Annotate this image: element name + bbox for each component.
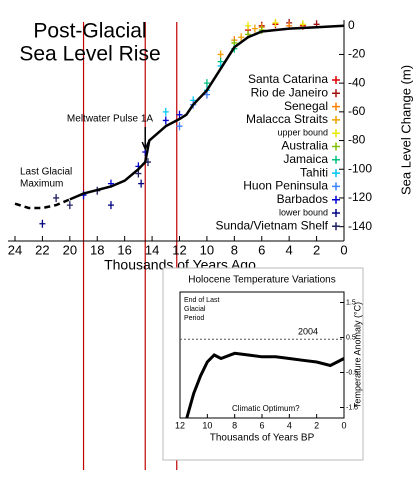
legend-marker: [332, 76, 340, 84]
y-tick-label: 0: [348, 18, 355, 32]
y-axis-label: Sea Level Change (m): [398, 65, 413, 195]
annotation: Climatic Optimum?: [232, 404, 300, 413]
x-tick-label: 10: [202, 420, 212, 430]
legend-marker: [332, 155, 340, 164]
data-point: [162, 107, 169, 116]
legend-marker: [332, 169, 340, 178]
legend-label: upper bound: [277, 128, 328, 138]
data-point: [238, 33, 245, 42]
data-point: [251, 24, 258, 33]
x-tick-label: 16: [117, 242, 131, 257]
data-point: [39, 219, 46, 228]
annotation: Meltwater Pulse 1A: [67, 114, 153, 125]
x-tick-label: 2: [314, 420, 319, 430]
legend-label: Rio de Janeiro: [251, 85, 329, 99]
x-tick-label: 6: [258, 242, 265, 257]
y-tick-label: -80: [348, 133, 366, 147]
data-point: [135, 169, 142, 178]
legend-label: Barbados: [277, 192, 328, 206]
annotation: 2004: [298, 327, 318, 337]
sea-level-curve: [69, 24, 345, 201]
legend-marker: [332, 195, 340, 204]
annotation: Maximum: [20, 179, 63, 190]
annotation: Last Glacial: [20, 167, 72, 178]
y-tick-label: -1.5: [346, 404, 358, 411]
x-tick-label: 24: [8, 242, 22, 257]
legend-marker: [332, 89, 340, 98]
chart-title: Post-Glacial: [33, 20, 146, 43]
data-point: [176, 122, 183, 131]
data-point: [272, 18, 279, 27]
arrow: [141, 127, 149, 151]
data-point: [245, 21, 252, 30]
legend-marker: [332, 102, 340, 111]
data-point: [66, 201, 73, 210]
annotation: End of Last: [184, 297, 219, 304]
x-tick-label: 8: [232, 420, 237, 430]
annotation: Glacial: [184, 306, 206, 313]
legend-label: Malacca Straits: [246, 112, 328, 126]
y-tick-label: -20: [348, 47, 366, 61]
legend-marker: [332, 142, 340, 151]
legend-label: lower bound: [279, 207, 328, 217]
data-point: [203, 79, 210, 88]
data-point: [217, 50, 224, 59]
data-point: [138, 179, 145, 188]
legend-marker: [332, 209, 340, 217]
y-tick-label: -120: [348, 190, 372, 204]
x-tick-label: 0: [341, 420, 346, 430]
legend-label: Sunda/Vietnam Shelf: [215, 218, 328, 232]
x-tick-label: 10: [200, 242, 214, 257]
annotation: Period: [184, 315, 204, 322]
chart-title: Sea Level Rise: [19, 43, 160, 66]
x-tick-label: 0: [340, 242, 347, 257]
temperature-line: [185, 351, 345, 419]
x-tick-label: 12: [172, 242, 186, 257]
legend-label: Senegal: [284, 99, 328, 113]
x-tick-label: 12: [175, 420, 185, 430]
legend-label: Tahiti: [300, 165, 328, 179]
x-tick-label: 4: [286, 242, 293, 257]
y-tick-label: -100: [348, 161, 372, 175]
x-tick-label: 4: [287, 420, 292, 430]
y-tick-label: -60: [348, 104, 366, 118]
legend-label: Huon Peninsula: [243, 179, 328, 193]
data-point: [107, 201, 114, 210]
data-point: [53, 193, 60, 202]
y-axis-label: Temperature Anomaly (°C): [352, 302, 362, 408]
x-tick-label: 8: [231, 242, 238, 257]
legend-marker: [332, 182, 340, 191]
x-tick-label: 2: [313, 242, 320, 257]
legend-marker: [332, 129, 340, 138]
legend-label: Santa Catarina: [248, 72, 328, 86]
legend-marker: [332, 115, 340, 124]
y-tick-label: -140: [348, 219, 372, 233]
legend-marker: [332, 222, 340, 231]
data-point: [162, 116, 169, 125]
x-tick-label: 20: [63, 242, 77, 257]
legend-label: Australia: [281, 139, 328, 153]
x-axis-label: Thousands of Years BP: [210, 433, 315, 444]
legend-label: Jamaica: [283, 152, 328, 166]
curve-dashed: [14, 198, 71, 210]
y-tick-label: 0.5: [346, 334, 356, 341]
y-tick-label: 1.5: [346, 299, 356, 306]
x-tick-label: 14: [145, 242, 159, 257]
y-tick-label: -40: [348, 75, 366, 89]
inset-title: Holocene Temperature Variations: [188, 275, 336, 286]
data-point: [176, 110, 183, 119]
x-tick-label: 6: [259, 420, 264, 430]
x-tick-label: 18: [90, 242, 104, 257]
y-tick-label: -0.5: [346, 369, 358, 376]
x-tick-label: 22: [35, 242, 49, 257]
